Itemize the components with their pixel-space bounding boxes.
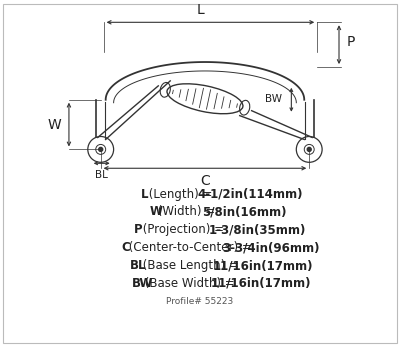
- Text: (Width) =: (Width) =: [154, 206, 219, 218]
- Text: BL: BL: [130, 259, 146, 272]
- Text: (Length) =: (Length) =: [145, 188, 216, 200]
- Text: L: L: [196, 3, 204, 17]
- Text: 11/16in(17mm): 11/16in(17mm): [211, 277, 312, 290]
- Text: P: P: [347, 35, 355, 49]
- Text: C: C: [121, 241, 130, 254]
- Text: P: P: [134, 223, 143, 236]
- Text: BL: BL: [95, 170, 108, 180]
- Text: 3-3/4in(96mm): 3-3/4in(96mm): [222, 241, 320, 254]
- Text: (Projection) =: (Projection) =: [138, 223, 227, 236]
- Circle shape: [99, 147, 103, 151]
- Text: 1-3/8in(35mm): 1-3/8in(35mm): [209, 223, 306, 236]
- Text: W: W: [150, 206, 162, 218]
- Text: 11/16in(17mm): 11/16in(17mm): [213, 259, 314, 272]
- Text: (Base Width) =: (Base Width) =: [141, 277, 238, 290]
- Text: W: W: [47, 118, 61, 131]
- Text: BW: BW: [132, 277, 153, 290]
- Text: 5/8in(16mm): 5/8in(16mm): [202, 206, 287, 218]
- Text: Profile# 55223: Profile# 55223: [166, 297, 234, 306]
- Text: C: C: [200, 174, 210, 188]
- Text: 4-1/2in(114mm): 4-1/2in(114mm): [198, 188, 303, 200]
- Circle shape: [307, 147, 311, 151]
- Text: L: L: [141, 188, 148, 200]
- Text: (Base Length) =: (Base Length) =: [138, 259, 242, 272]
- Text: BW: BW: [266, 94, 282, 104]
- Text: (Center-to-Center) =: (Center-to-Center) =: [125, 241, 256, 254]
